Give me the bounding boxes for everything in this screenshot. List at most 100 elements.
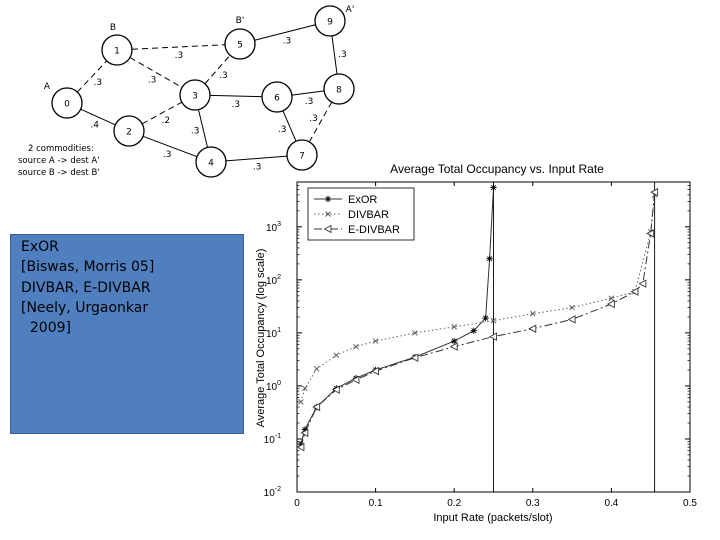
node-number-4: 4 — [208, 159, 214, 169]
edge-weight-6-8: .3 — [305, 97, 314, 107]
edge-weight-3-4: .3 — [191, 126, 200, 136]
x-tick-label: 0.5 — [683, 498, 697, 509]
node-circle-0 — [51, 87, 83, 119]
data-point-divbar — [333, 352, 340, 358]
node-number-6: 6 — [274, 94, 280, 104]
edge-4-7 — [225, 155, 288, 162]
cite-line-exor: ExOR — [21, 239, 59, 255]
x-tick-label: 0.3 — [526, 498, 540, 509]
data-point-e-divbar — [449, 342, 458, 351]
data-point-divbar — [569, 304, 575, 311]
legend-marker-divbar — [325, 211, 331, 217]
data-point-e-divbar — [296, 442, 305, 452]
node-number-1: 1 — [114, 47, 120, 57]
data-point-e-divbar — [351, 375, 360, 385]
node-letter-5: B' — [236, 16, 245, 26]
y-tick-label: 100 — [266, 380, 281, 393]
node-circle-9 — [314, 5, 346, 37]
edge-weight-1-5: .3 — [175, 51, 184, 61]
node-5: 5 — [224, 28, 256, 60]
data-point-divbar — [412, 330, 418, 336]
node-number-3: 3 — [192, 92, 198, 102]
data-point-e-divbar — [567, 315, 576, 324]
node-number-8: 8 — [336, 86, 342, 96]
data-point-divbar — [353, 343, 359, 350]
node-letter-9: A' — [346, 5, 355, 15]
legend-label-exor: ExOR — [348, 194, 377, 206]
data-point-exor — [486, 255, 493, 262]
node-9: 9 — [314, 5, 346, 37]
edge-3-6 — [209, 94, 263, 98]
data-point-divbar — [529, 310, 536, 317]
cite-line-exor-ref: [Biswas, Morris 05] — [21, 259, 155, 276]
cite-line-divbar-ref: [Neely, Urgaonkar — [21, 299, 149, 316]
network-nodes: 0 1 2 3 4 5 6 7 8 9 — [51, 5, 355, 178]
node-number-9: 9 — [327, 18, 333, 28]
legend-marker-e-divbar — [323, 224, 332, 234]
data-point-e-divbar — [650, 187, 659, 197]
edge-6-8 — [291, 90, 325, 96]
x-axis-label: Input Rate (packets/slot) — [433, 512, 552, 524]
commodity-a: source A -> dest A' — [18, 156, 100, 166]
data-point-e-divbar — [638, 279, 647, 288]
chart-title: Average Total Occupancy vs. Input Rate — [390, 162, 604, 176]
legend-label-e-divbar: E-DIVBAR — [348, 224, 400, 236]
data-point-exor — [482, 314, 489, 322]
node-8: 8 — [323, 73, 355, 105]
data-point-e-divbar — [371, 366, 380, 376]
node-circle-5 — [224, 28, 256, 60]
data-point-e-divbar — [528, 324, 537, 333]
node-letter-labels: A B B' A' — [44, 5, 354, 92]
citation-box: ExOR [Biswas, Morris 05] DIVBAR, E-DIVBA… — [10, 234, 244, 434]
edge-2-3 — [141, 101, 183, 125]
edge-1-5 — [131, 44, 226, 50]
node-circle-1 — [101, 34, 133, 66]
edge-8-9 — [331, 35, 338, 75]
y-tick-label: 103 — [266, 221, 281, 234]
cite-line-divbar-year: 2009] — [21, 320, 71, 337]
node-letter-0: A — [44, 82, 51, 92]
y-axis-label: Average Total Occupancy (log scale) — [255, 249, 267, 428]
edge-weight-8-9: .3 — [338, 50, 347, 60]
node-circle-4 — [195, 146, 227, 178]
edge-weight-3-6: .3 — [232, 100, 241, 110]
node-1: 1 — [101, 34, 133, 66]
edge-weight-0-1: .3 — [94, 78, 103, 88]
edge-5-9 — [254, 24, 316, 41]
edge-weight-2-4: .3 — [163, 150, 172, 160]
y-tick-label: 102 — [266, 274, 281, 287]
y-tick-label: 10-1 — [264, 433, 281, 446]
node-number-7: 7 — [299, 152, 305, 162]
node-6: 6 — [261, 81, 293, 113]
edge-weight-8-7: .3 — [309, 114, 318, 124]
data-point-exor — [490, 184, 497, 191]
data-point-e-divbar — [410, 353, 419, 362]
data-point-e-divbar — [606, 299, 615, 309]
data-point-divbar — [372, 338, 379, 344]
node-0: 0 — [51, 87, 83, 119]
data-point-divbar — [298, 399, 304, 405]
edge-6-7 — [282, 110, 297, 142]
data-point-e-divbar — [331, 385, 340, 394]
data-point-divbar — [451, 324, 458, 330]
edge-0-1 — [76, 60, 108, 93]
y-tick-label: 10-2 — [264, 486, 281, 499]
data-point-divbar — [490, 317, 497, 324]
network-edges — [76, 24, 338, 162]
y-tick-label: 101 — [266, 327, 281, 340]
data-point-e-divbar — [489, 332, 497, 341]
node-circle-7 — [286, 139, 318, 171]
data-point-e-divbar — [312, 402, 321, 412]
edge-weight-6-7: .3 — [278, 125, 287, 135]
commodities-title: 2 commodities: — [28, 144, 94, 154]
node-2: 2 — [113, 115, 145, 147]
x-tick-label: 0.4 — [604, 498, 618, 509]
data-point-e-divbar — [630, 287, 639, 296]
node-circle-6 — [261, 81, 293, 113]
chart-series — [296, 184, 659, 452]
series-line-divbar — [300, 194, 656, 403]
edge-weight-5-9: .3 — [283, 36, 292, 46]
series-line-e-divbar — [300, 192, 656, 448]
data-point-exor — [451, 337, 458, 345]
network-diagram: .3 .4 .3 .3 .2 .3 .3 .3 .3 .3 .3 .3 .3 .3 .3 0 1 2 3 4 5 6 7 8… — [18, 5, 355, 178]
